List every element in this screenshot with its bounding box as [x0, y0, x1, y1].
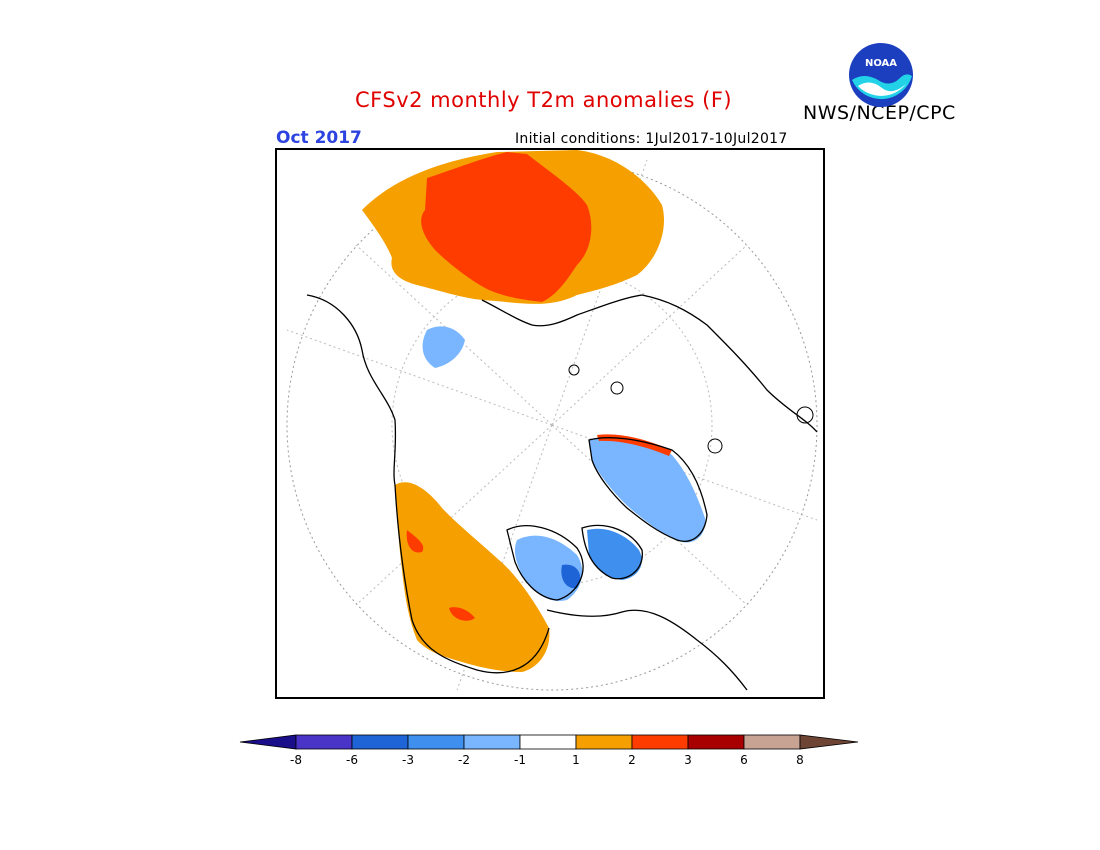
logo-bird — [858, 82, 906, 96]
colorbar-bin — [239, 734, 297, 750]
colorbar-tick-label: 2 — [628, 753, 636, 767]
logo-wave — [852, 74, 912, 100]
agency-label: NWS/NCEP/CPC — [803, 102, 956, 124]
greenland-cold-anomaly — [589, 436, 706, 543]
colorbar-labels: -8 -6 -3 -2 -1 1 2 3 6 8 — [290, 753, 804, 767]
colorbar-bin — [575, 734, 633, 750]
greenland-coast-warm-anomaly — [597, 434, 672, 456]
colorbar-bin — [351, 734, 409, 750]
colorbar-tick-label: -2 — [458, 753, 470, 767]
canada-cold-anomaly — [514, 535, 583, 601]
colorbar-bin — [799, 734, 859, 750]
latitude-circle-outer — [286, 159, 818, 691]
colorbar-bin — [295, 734, 353, 750]
colorbar-boxes — [239, 734, 859, 750]
island-4 — [796, 406, 814, 424]
island-1 — [610, 381, 624, 395]
logo-text: NOAA — [865, 58, 897, 69]
colorbar: -8 -6 -3 -2 -1 1 2 3 6 8 — [239, 734, 859, 767]
colorbar-tick-label: 3 — [684, 753, 692, 767]
north-america-core-anomaly-1 — [406, 530, 424, 553]
north-america-core-anomaly-2 — [449, 607, 475, 621]
archipelago-cold-anomaly — [587, 528, 642, 580]
coastlines — [306, 294, 818, 691]
colorbar-bin — [519, 734, 577, 750]
chart-title: CFSv2 monthly T2m anomalies (F) — [355, 88, 733, 112]
colorbar-tick-label: -3 — [402, 753, 414, 767]
siberia-core-anomaly — [421, 152, 592, 302]
forecast-month: Oct 2017 — [276, 128, 362, 148]
colorbar-bin — [687, 734, 745, 750]
island-2 — [568, 364, 580, 376]
initial-conditions: Initial conditions: 1Jul2017-10Jul2017 — [515, 131, 788, 147]
colorbar-bin — [463, 734, 521, 750]
alaska-cold-anomaly — [422, 326, 465, 368]
colorbar-bin — [743, 734, 801, 750]
island-3 — [707, 438, 723, 454]
colorbar-tick-label: -1 — [514, 753, 526, 767]
archipelago-strong-cold-anomaly — [561, 564, 581, 589]
polar-map — [286, 150, 818, 691]
colorbar-tick-label: 1 — [572, 753, 580, 767]
map-frame — [275, 148, 825, 699]
colorbar-tick-label: 6 — [740, 753, 748, 767]
colorbar-bin — [407, 734, 465, 750]
north-america-warm-anomaly — [395, 482, 550, 672]
colorbar-tick-label: -6 — [346, 753, 358, 767]
noaa-logo: NOAA — [849, 43, 913, 107]
colorbar-bin — [631, 734, 689, 750]
colorbar-tick-label: -8 — [290, 753, 302, 767]
colorbar-tick-label: 8 — [796, 753, 804, 767]
